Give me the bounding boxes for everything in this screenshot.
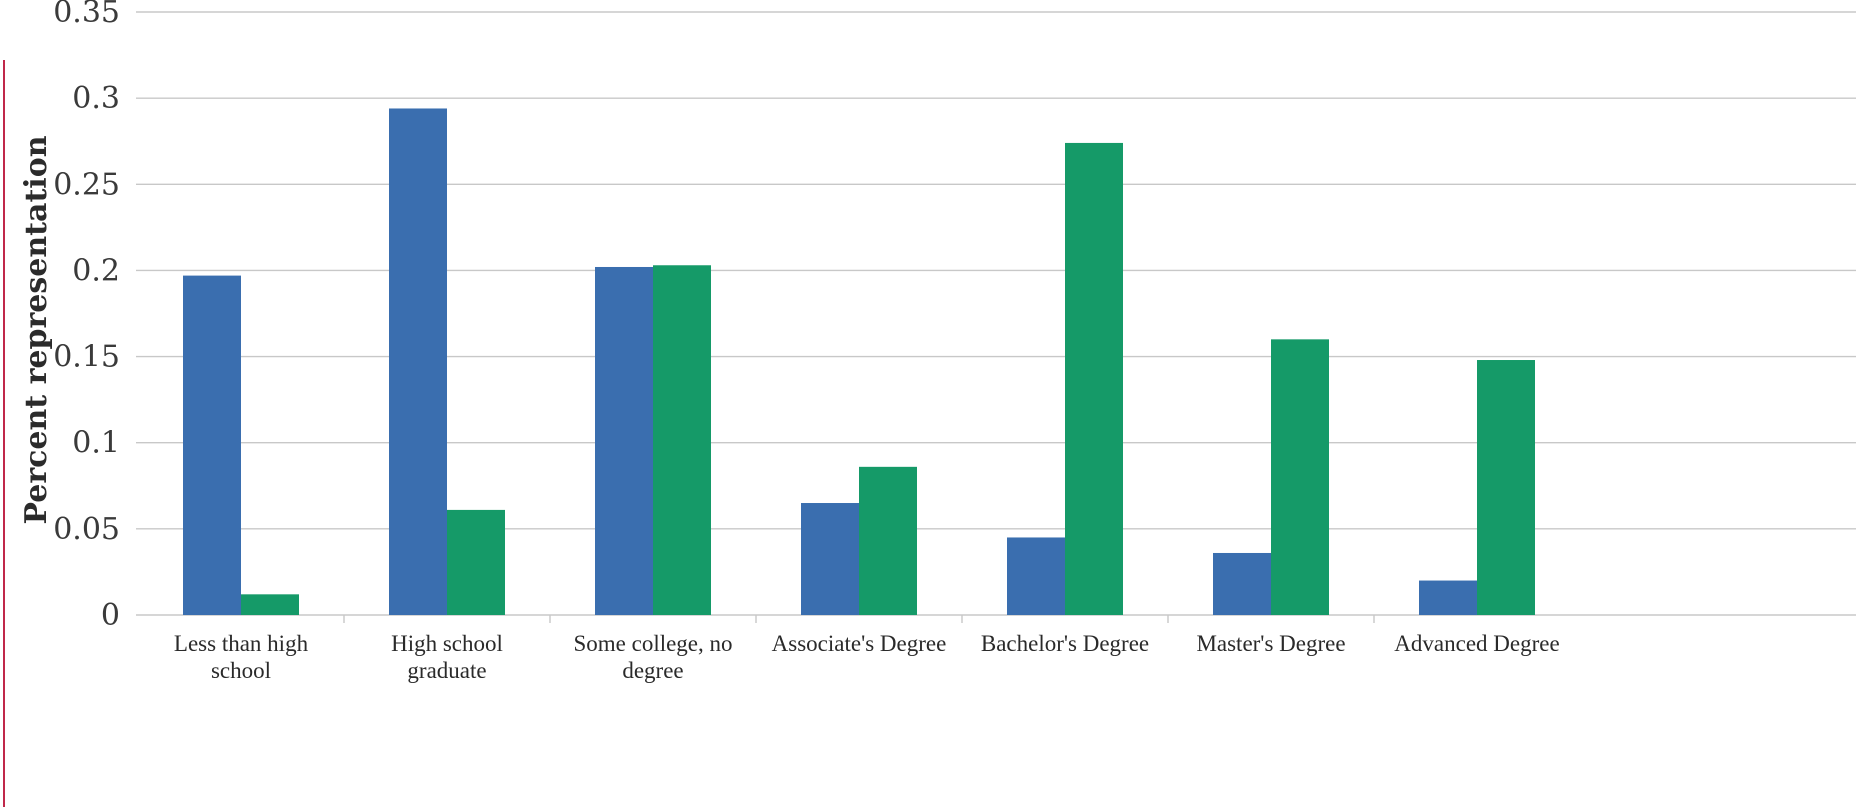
bar <box>1477 360 1535 615</box>
x-category-label: Associate's Degree <box>772 631 947 656</box>
bar <box>1419 580 1477 615</box>
bar <box>595 266 653 615</box>
y-tick-label: 0.15 <box>53 340 120 375</box>
bar <box>859 466 917 615</box>
bar <box>447 509 505 615</box>
bar <box>801 503 859 615</box>
bar <box>1065 142 1123 616</box>
bar <box>389 108 447 615</box>
x-category-label: Advanced Degree <box>1394 631 1559 656</box>
bar <box>183 275 241 615</box>
y-axis-ticks: 0 0.05 0.1 0.15 0.2 0.25 0.3 0.35 <box>53 0 120 633</box>
y-tick-label: 0.1 <box>72 426 120 461</box>
bar <box>653 265 711 615</box>
y-tick-label: 0.05 <box>53 512 120 547</box>
bar <box>1007 537 1065 615</box>
bar <box>241 594 299 615</box>
bars <box>183 108 1535 623</box>
y-tick-label: 0.3 <box>72 81 120 116</box>
x-category-label: Bachelor's Degree <box>981 631 1149 656</box>
bar <box>1271 339 1329 615</box>
x-category-label: Less than high school <box>174 631 309 683</box>
y-tick-label: 0.2 <box>72 253 120 288</box>
y-tick-label: 0 <box>101 598 120 633</box>
y-tick-label: 0.35 <box>53 0 120 30</box>
x-category-label: Some college, no degree <box>573 631 732 683</box>
y-axis-title: Percent representation <box>19 135 54 524</box>
x-axis-categories: Less than high school High school graduate S… <box>174 631 1560 683</box>
bar <box>1213 552 1271 615</box>
x-category-label: High school graduate <box>391 631 503 683</box>
x-category-label: Master's Degree <box>1196 631 1345 656</box>
y-tick-label: 0.25 <box>53 167 120 202</box>
